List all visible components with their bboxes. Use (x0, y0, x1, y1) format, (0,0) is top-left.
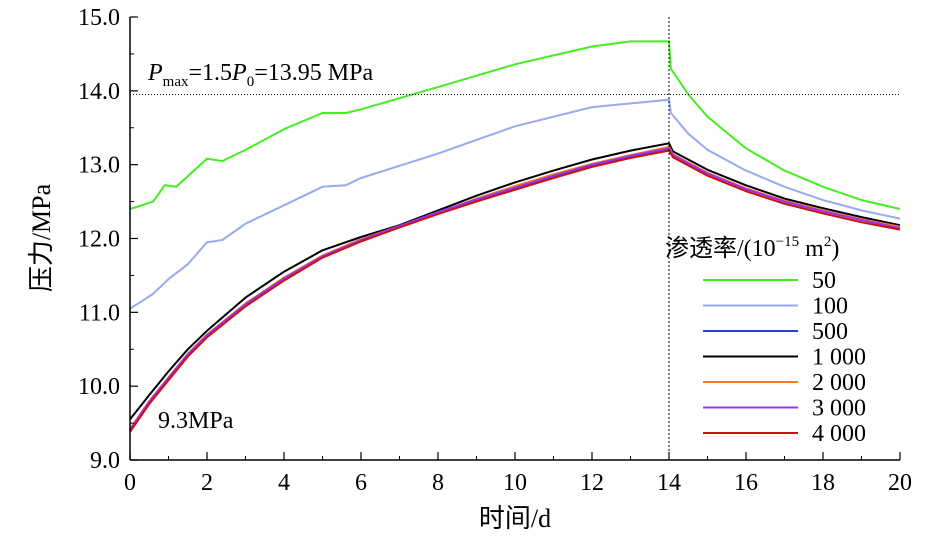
x-tick-label: 2 (201, 470, 213, 496)
legend-label: 3 000 (812, 396, 866, 422)
y-tick-label: 14.0 (78, 79, 120, 105)
legend-label: 1 000 (812, 345, 866, 371)
x-tick-label: 12 (580, 470, 604, 496)
x-tick-label: 0 (124, 470, 136, 496)
series-line-50 (129, 40, 901, 210)
y-tick-label: 15.0 (78, 5, 120, 31)
x-tick-label: 14 (657, 470, 681, 496)
y-tick-label: 12.0 (78, 227, 120, 253)
legend-label: 500 (812, 319, 848, 345)
x-tick-label: 18 (811, 470, 835, 496)
legend-label: 4 000 (812, 421, 866, 447)
legend-title: 渗透率/(10−15 m2) (665, 234, 839, 262)
pmax-annotation: Pmax=1.5P0=13.95 MPa (147, 60, 373, 90)
plot-lines (129, 40, 901, 433)
x-tick-label: 8 (432, 470, 444, 496)
x-tick-label: 6 (355, 470, 367, 496)
x-tick-label: 16 (734, 470, 758, 496)
legend-label: 100 (812, 294, 848, 320)
legend-label: 2 000 (812, 370, 866, 396)
series-line-1000 (129, 142, 901, 421)
y-tick-label: 10.0 (78, 374, 120, 400)
series-line-3000 (129, 147, 901, 431)
series-line-100 (129, 98, 901, 310)
x-tick-label: 10 (503, 470, 527, 496)
legend-label: 50 (812, 268, 836, 294)
y-axis-title: 压力/MPa (27, 183, 56, 292)
x-axis-title: 时间/d (479, 504, 551, 533)
y-tick-label: 13.0 (78, 153, 120, 179)
y-tick-label: 9.0 (90, 448, 120, 474)
axis-ticks: 0 2 4 6 8 10 12 14 16 18 20 9.0 10.0 11.0 12.0 13.0 14.0… (78, 5, 912, 496)
x-tick-label: 4 (278, 470, 290, 496)
x-tick-label: 20 (888, 470, 912, 496)
y-tick-label: 11.0 (79, 300, 120, 326)
series-line-500 (129, 148, 901, 432)
series-line-4000 (129, 149, 901, 433)
start-pressure-annotation: 9.3MPa (158, 408, 234, 434)
